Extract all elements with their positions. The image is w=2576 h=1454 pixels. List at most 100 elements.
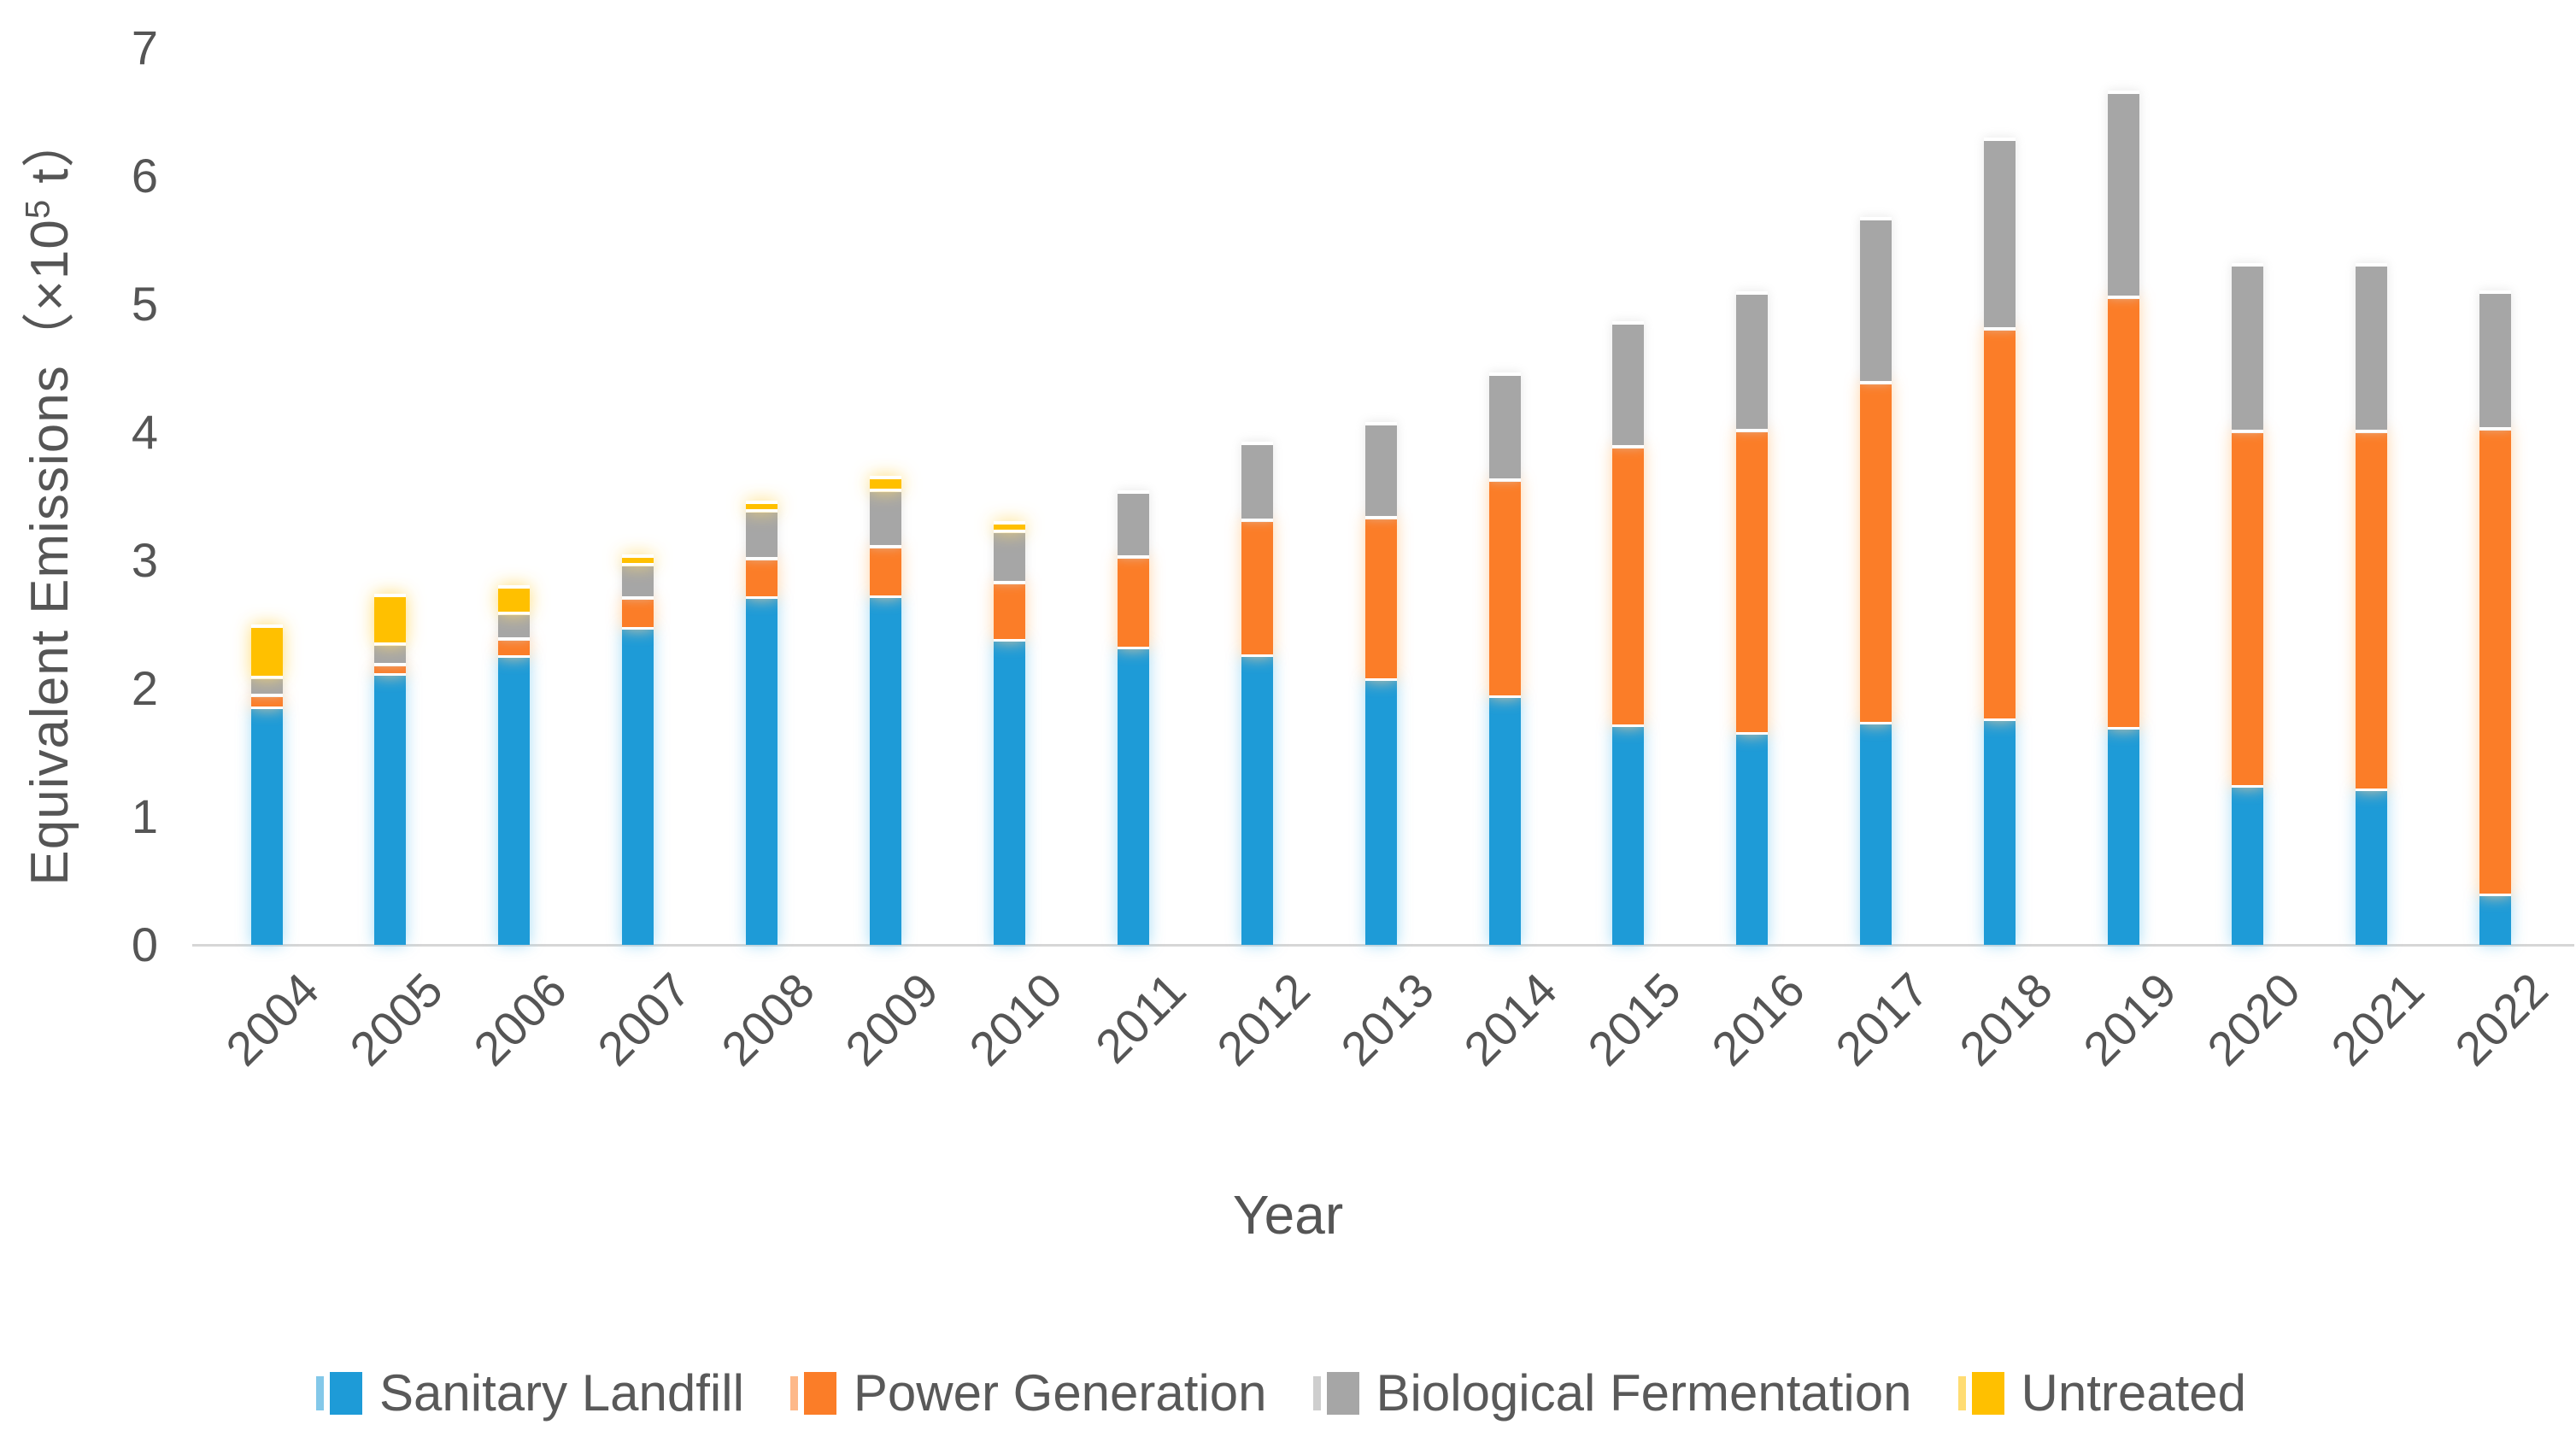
bar-segment-2014-power-generation (1488, 478, 1521, 695)
bar-segment-2016-sanitary-landfill (1736, 732, 1769, 945)
bar-segment-2004-biological-fermentation (250, 676, 283, 694)
legend-item-biological-fermentation: Biological Fermentation (1312, 1363, 1912, 1422)
x-axis-line (192, 944, 2574, 947)
bar-segment-2010-power-generation (993, 581, 1025, 639)
bar-segment-2015-biological-fermentation (1612, 320, 1645, 445)
bar-segment-2015-power-generation (1612, 445, 1645, 724)
bar-segment-2010-untreated (993, 520, 1025, 530)
y-tick-7: 7 (131, 21, 158, 74)
legend: Sanitary Landfill Power Generation Biolo… (0, 1363, 2576, 1422)
x-tick-2020: 2020 (2197, 962, 2310, 1076)
bar-segment-2016-power-generation (1736, 428, 1769, 732)
bar-segment-2013-power-generation (1364, 515, 1397, 678)
x-tick-2013: 2013 (1329, 962, 1444, 1076)
bar-segment-2012-power-generation (1241, 518, 1273, 654)
bar-segment-2009-untreated (870, 476, 901, 489)
legend-swatch-biological-fermentation-icon (1312, 1371, 1359, 1415)
legend-swatch-untreated-icon (1957, 1371, 2004, 1415)
bar-segment-2006-untreated (498, 584, 531, 612)
x-tick-2004: 2004 (215, 962, 330, 1076)
bar-segment-2005-power-generation (374, 663, 407, 673)
legend-label-untreated: Untreated (2021, 1364, 2247, 1422)
bar-segment-2011-sanitary-landfill (1117, 646, 1149, 945)
bar-segment-2020-power-generation (2231, 430, 2263, 785)
bar-segment-2008-biological-fermentation (746, 509, 778, 557)
bar-segment-2020-biological-fermentation (2231, 263, 2263, 430)
x-tick-2015: 2015 (1577, 962, 1692, 1076)
bar-segment-2021-biological-fermentation (2355, 263, 2387, 430)
bar-segment-2013-biological-fermentation (1364, 422, 1397, 516)
bar-segment-2007-biological-fermentation (622, 563, 654, 596)
y-tick-5: 5 (131, 277, 158, 331)
bar-segment-2017-sanitary-landfill (1860, 722, 1892, 945)
bar-segment-2005-biological-fermentation (374, 642, 407, 663)
x-tick-2009: 2009 (835, 962, 948, 1076)
bar-segment-2019-power-generation (2108, 295, 2139, 727)
bar-segment-2014-biological-fermentation (1488, 372, 1521, 478)
bar-segment-2020-sanitary-landfill (2231, 784, 2263, 945)
bar-segment-2022-power-generation (2479, 427, 2511, 894)
bar-segment-2010-biological-fermentation (993, 530, 1025, 581)
legend-swatch-power-generation-icon (789, 1371, 836, 1415)
bar-segment-2008-power-generation (746, 556, 778, 596)
bar-segment-2006-power-generation (498, 637, 531, 655)
bar-segment-2018-biological-fermentation (1984, 138, 2016, 327)
x-tick-2022: 2022 (2444, 962, 2558, 1076)
y-axis-title: Equivalent Emissions（×105 t） (6, 114, 83, 885)
x-axis-title: Year (1232, 1184, 1344, 1246)
bar-segment-2007-sanitary-landfill (622, 627, 654, 945)
bar-segment-2018-power-generation (1984, 327, 2016, 718)
x-tick-2016: 2016 (1701, 962, 1816, 1076)
bar-segment-2009-biological-fermentation (870, 489, 901, 545)
y-tick-0: 0 (131, 918, 158, 971)
x-tick-2018: 2018 (1949, 962, 2063, 1076)
bar-segment-2006-biological-fermentation (498, 612, 531, 637)
x-tick-2012: 2012 (1206, 962, 1320, 1076)
x-tick-2014: 2014 (1453, 962, 1568, 1076)
legend-item-untreated: Untreated (1957, 1363, 2247, 1422)
y-tick-2: 2 (131, 661, 158, 715)
bar-segment-2016-biological-fermentation (1736, 291, 1769, 429)
bar-segment-2012-biological-fermentation (1241, 441, 1273, 519)
bar-segment-2022-sanitary-landfill (2479, 894, 2511, 945)
bar-segment-2017-power-generation (1860, 381, 1892, 722)
legend-label-sanitary-landfill: Sanitary Landfill (378, 1364, 744, 1422)
y-tick-6: 6 (131, 149, 158, 202)
bar-segment-2006-sanitary-landfill (498, 655, 531, 945)
legend-item-sanitary-landfill: Sanitary Landfill (315, 1363, 744, 1422)
legend-label-power-generation: Power Generation (853, 1364, 1267, 1422)
x-tick-2019: 2019 (2073, 962, 2186, 1076)
bar-segment-2007-untreated (622, 554, 654, 563)
legend-swatch-sanitary-landfill-icon (315, 1371, 362, 1415)
x-tick-2010: 2010 (959, 962, 1072, 1076)
bar-segment-2012-sanitary-landfill (1241, 654, 1273, 945)
bar-segment-2010-sanitary-landfill (993, 638, 1025, 945)
bar-segment-2011-biological-fermentation (1117, 490, 1149, 555)
bar-segment-2008-untreated (746, 500, 778, 509)
bar-segment-2022-biological-fermentation (2479, 290, 2511, 427)
x-tick-2007: 2007 (587, 962, 701, 1076)
y-tick-1: 1 (131, 789, 158, 843)
x-tick-2005: 2005 (339, 962, 454, 1076)
bar-segment-2009-power-generation (870, 545, 901, 595)
y-tick-4: 4 (131, 405, 158, 459)
bar-segment-2021-sanitary-landfill (2355, 789, 2387, 945)
bar-segment-2008-sanitary-landfill (746, 596, 778, 945)
bar-segment-2019-sanitary-landfill (2108, 727, 2139, 945)
legend-label-biological-fermentation: Biological Fermentation (1376, 1364, 1912, 1422)
x-tick-2008: 2008 (711, 962, 824, 1076)
bar-segment-2013-sanitary-landfill (1364, 678, 1397, 945)
x-tick-2011: 2011 (1084, 962, 1196, 1074)
bar-segment-2014-sanitary-landfill (1488, 695, 1521, 945)
bar-segment-2004-power-generation (250, 694, 283, 706)
bar-segment-2021-power-generation (2355, 430, 2387, 789)
bar-segment-2015-sanitary-landfill (1612, 724, 1645, 945)
x-tick-2021: 2021 (2320, 962, 2434, 1076)
bar-segment-2004-untreated (250, 624, 283, 676)
bar-segment-2018-sanitary-landfill (1984, 718, 2016, 945)
y-tick-3: 3 (131, 533, 158, 587)
bar-segment-2004-sanitary-landfill (250, 706, 283, 945)
bar-segment-2019-biological-fermentation (2108, 90, 2139, 296)
x-tick-2017: 2017 (1825, 962, 1939, 1076)
